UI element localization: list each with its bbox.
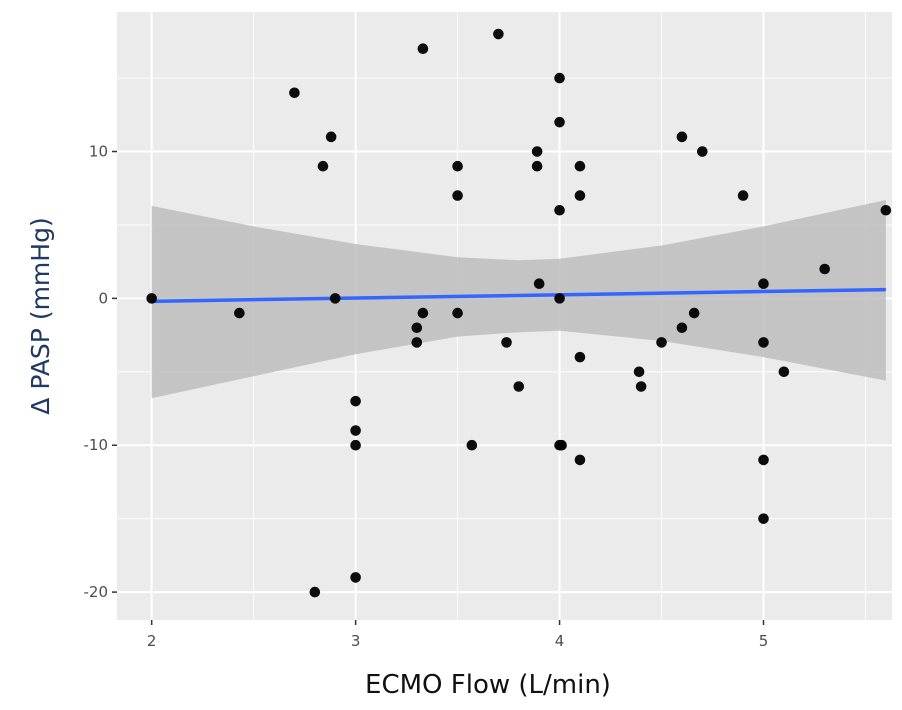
data-point — [688, 307, 700, 319]
data-point — [452, 307, 463, 319]
data-point — [466, 439, 478, 451]
data-point — [778, 366, 790, 378]
data-point — [329, 293, 341, 304]
x-tick-label: 3 — [351, 632, 361, 650]
data-point — [533, 278, 545, 289]
data-point — [350, 395, 361, 407]
data-point — [289, 87, 300, 99]
data-point — [880, 204, 892, 216]
data-point — [635, 381, 647, 392]
data-point — [819, 263, 830, 275]
data-point — [146, 293, 157, 304]
y-tick-label: -10 — [84, 436, 109, 454]
data-point — [758, 337, 769, 348]
data-point — [574, 454, 586, 466]
data-point — [350, 425, 361, 436]
data-point — [676, 322, 688, 334]
data-point — [656, 337, 667, 348]
data-point — [758, 513, 769, 524]
x-axis-ticks: 2 3 4 5 — [147, 620, 768, 650]
x-tick-label: 4 — [555, 632, 565, 650]
data-point — [493, 28, 504, 40]
data-point — [574, 190, 586, 201]
data-point — [697, 146, 708, 157]
data-point — [554, 116, 565, 128]
data-point — [676, 131, 688, 143]
data-point — [556, 439, 567, 451]
x-tick-label: 5 — [759, 632, 769, 650]
data-point — [350, 439, 361, 451]
data-point — [411, 322, 423, 334]
y-tick-label: 10 — [89, 143, 108, 161]
data-point — [350, 572, 361, 583]
data-point — [531, 146, 543, 157]
confidence-band — [151, 200, 886, 399]
x-axis-title: ECMO Flow (L/min) — [365, 670, 611, 700]
data-point — [325, 131, 337, 143]
data-point — [513, 381, 525, 392]
data-point — [758, 278, 769, 289]
data-point — [452, 190, 463, 201]
points-layer — [146, 28, 892, 598]
confidence-band-layer — [151, 200, 886, 399]
data-point — [758, 454, 769, 466]
data-point — [554, 72, 565, 84]
data-point — [574, 351, 586, 363]
y-axis-title: Δ PASP (mmHg) — [26, 217, 55, 414]
data-point — [737, 190, 749, 201]
data-point — [411, 337, 423, 348]
data-point — [309, 586, 321, 598]
data-point — [633, 366, 645, 378]
data-point — [501, 337, 512, 348]
data-point — [417, 307, 429, 319]
data-point — [531, 160, 543, 172]
fit-line-layer — [151, 287, 886, 304]
y-tick-label: -20 — [84, 583, 109, 601]
data-point — [452, 160, 463, 172]
y-axis-ticks: -20 -10 0 10 — [84, 143, 117, 601]
data-point — [417, 43, 429, 55]
data-point — [554, 204, 565, 216]
data-point — [234, 307, 245, 319]
data-point — [317, 160, 329, 172]
data-point — [554, 293, 565, 304]
x-tick-label: 2 — [147, 632, 157, 650]
data-point — [574, 160, 586, 172]
y-tick-label: 0 — [98, 289, 108, 307]
fit-line — [151, 287, 886, 304]
